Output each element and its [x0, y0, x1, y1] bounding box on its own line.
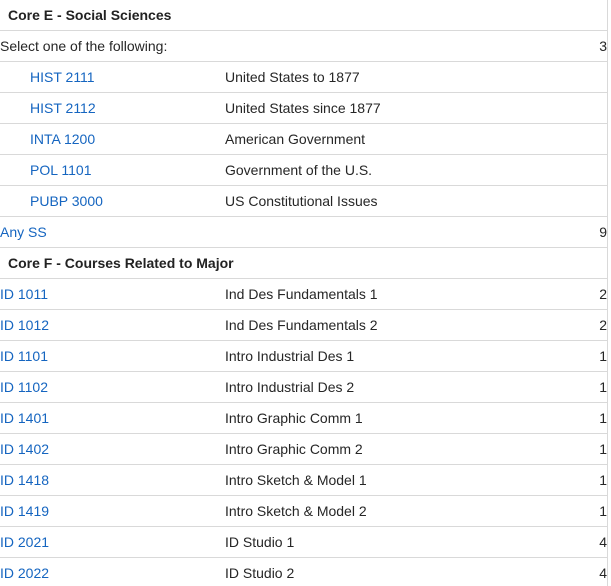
- course-code-link[interactable]: ID 2022: [0, 565, 50, 581]
- course-hours: 2: [547, 309, 608, 341]
- course-hours: 9: [547, 216, 608, 248]
- course-code-link[interactable]: ID 2021: [0, 534, 50, 550]
- course-title: Intro Graphic Comm 1: [225, 402, 548, 434]
- course-code-link[interactable]: ID 1101: [0, 348, 48, 364]
- course-title: Intro Industrial Des 2: [225, 371, 548, 403]
- course-code-link[interactable]: ID 1418: [0, 472, 50, 488]
- course-code-link[interactable]: HIST 2111: [30, 69, 95, 85]
- course-hours: [547, 92, 608, 124]
- course-hours: 1: [547, 495, 608, 527]
- course-hours: 3: [547, 30, 608, 62]
- course-hours: [547, 185, 608, 217]
- area-header-row: Core F - Courses Related to Major: [0, 247, 608, 279]
- course-code-link[interactable]: INTA 1200: [30, 131, 96, 147]
- course-hours: 1: [547, 371, 608, 403]
- course-hours: 1: [547, 433, 608, 465]
- course-code-link[interactable]: Any SS: [0, 224, 47, 240]
- course-hours: 1: [547, 340, 608, 372]
- course-hours: [547, 123, 608, 155]
- table-row: Select one of the following: 3: [0, 30, 608, 62]
- course-code-link[interactable]: ID 1102: [0, 379, 48, 395]
- course-title: United States to 1877: [225, 61, 548, 93]
- course-hours: 1: [547, 464, 608, 496]
- course-code-link[interactable]: HIST 2112: [30, 100, 96, 116]
- course-code-link[interactable]: ID 1402: [0, 441, 50, 457]
- course-title: Intro Graphic Comm 2: [225, 433, 548, 465]
- course-hours: 4: [547, 526, 608, 558]
- course-title: ID Studio 1: [225, 526, 548, 558]
- course-code-link[interactable]: ID 1011: [0, 286, 48, 302]
- section-header: Core E - Social Sciences: [8, 7, 172, 23]
- course-code-link[interactable]: PUBP 3000: [30, 193, 103, 209]
- course-title: Intro Sketch & Model 1: [225, 464, 548, 496]
- course-title: [225, 30, 548, 62]
- course-title: US Constitutional Issues: [225, 185, 548, 217]
- course-title: ID Studio 2: [225, 557, 548, 586]
- course-title: Ind Des Fundamentals 2: [225, 309, 548, 341]
- table-row: HIST 2112 United States since 1877: [0, 92, 608, 124]
- course-code-link[interactable]: ID 1401: [0, 410, 50, 426]
- course-title: United States since 1877: [225, 92, 548, 124]
- table-row: HIST 2111 United States to 1877: [0, 61, 608, 93]
- area-header-row: Core E - Social Sciences: [0, 0, 608, 31]
- course-title: Ind Des Fundamentals 1: [225, 278, 548, 310]
- table-row: INTA 1200 American Government: [0, 123, 608, 155]
- course-code-link[interactable]: ID 1419: [0, 503, 50, 519]
- course-hours: 4: [547, 557, 608, 586]
- course-hours: [547, 154, 608, 186]
- course-title: American Government: [225, 123, 548, 155]
- course-title: Intro Industrial Des 1: [225, 340, 548, 372]
- table-row: Any SS 9: [0, 216, 608, 248]
- course-title: Intro Sketch & Model 2: [225, 495, 548, 527]
- course-hours: [547, 61, 608, 93]
- course-title: Government of the U.S.: [225, 154, 548, 186]
- table-row: PUBP 3000 US Constitutional Issues: [0, 185, 608, 217]
- table-row: POL 1101 Government of the U.S.: [0, 154, 608, 186]
- section-header: Core F - Courses Related to Major: [8, 255, 234, 271]
- course-code-link[interactable]: POL 1101: [30, 162, 92, 178]
- course-code-link[interactable]: ID 1012: [0, 317, 50, 333]
- row-comment: Select one of the following:: [0, 38, 168, 54]
- course-hours: 1: [547, 402, 608, 434]
- course-hours: 2: [547, 278, 608, 310]
- course-title: [225, 216, 548, 248]
